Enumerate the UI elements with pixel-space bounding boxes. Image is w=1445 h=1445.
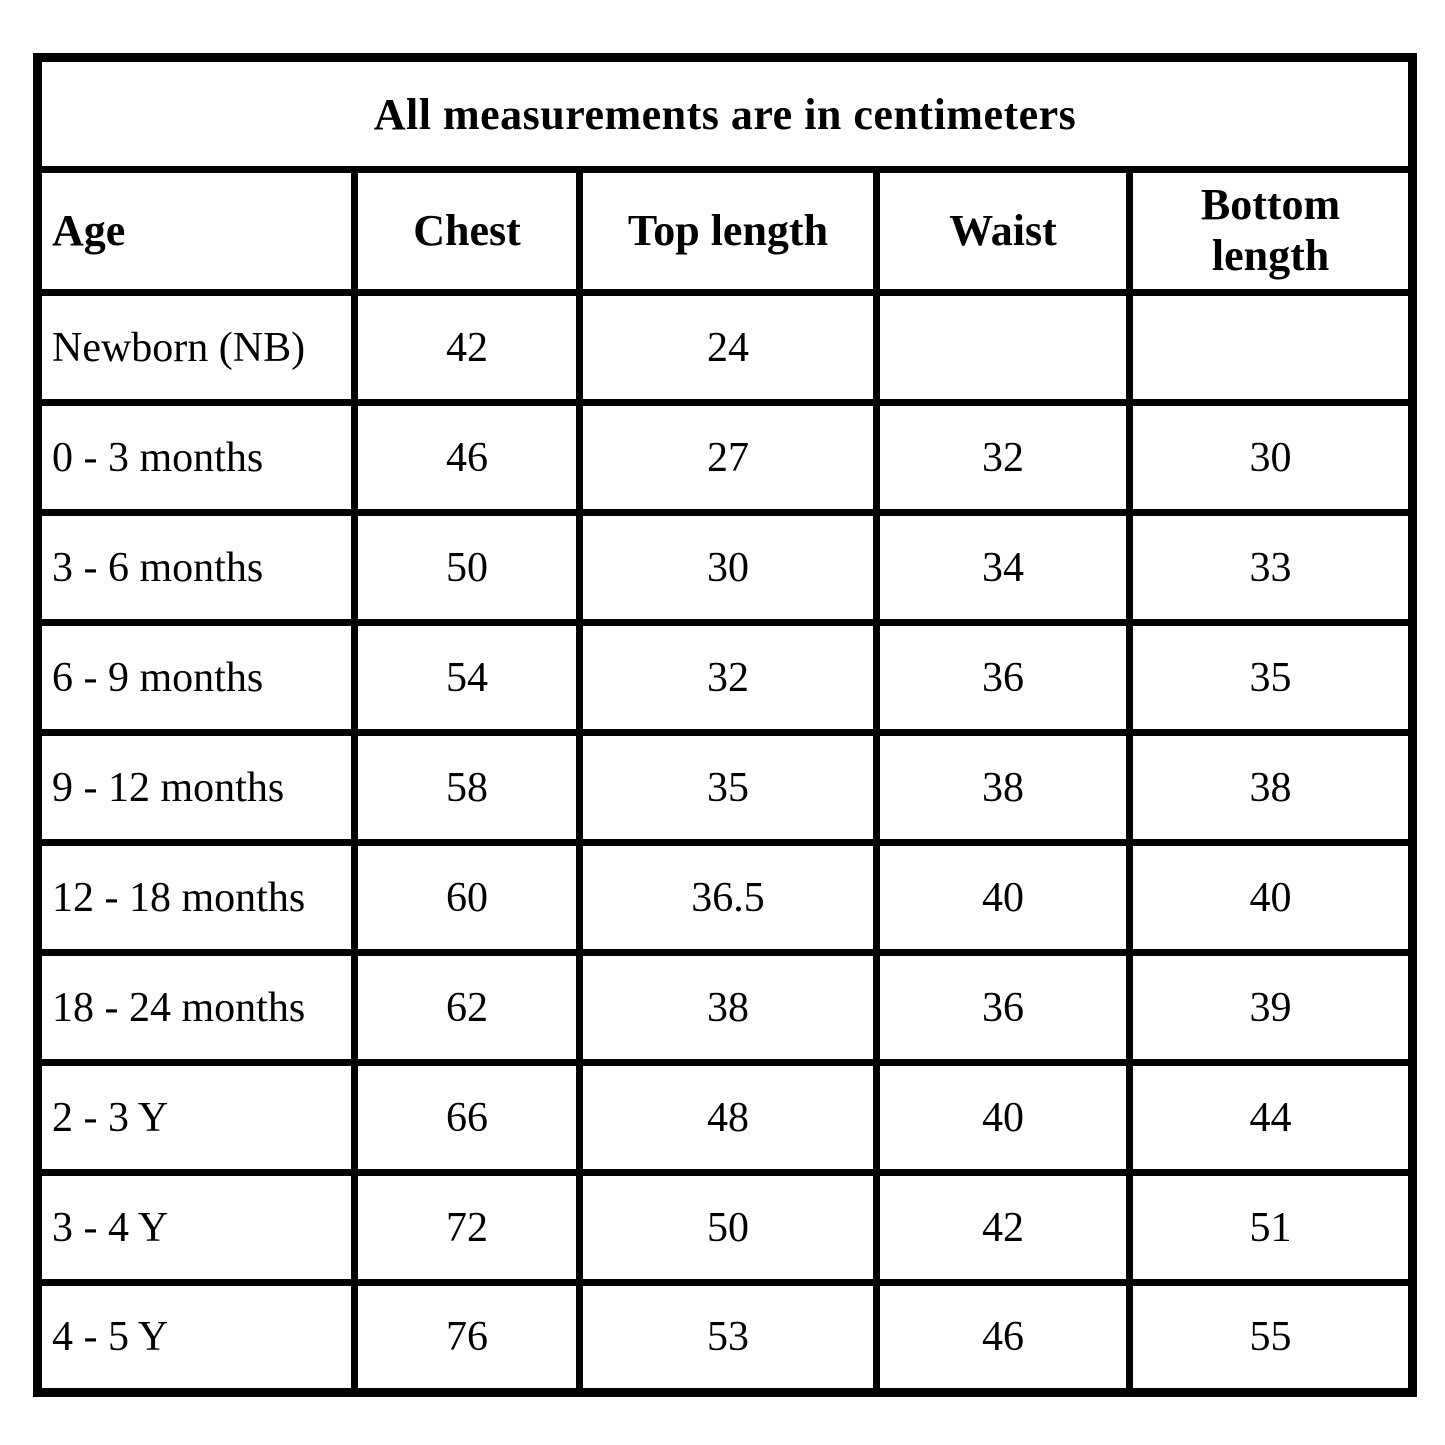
column-header-chest: Chest (351, 166, 583, 296)
size-chart-table: All measurements are in centimeters Age C… (33, 53, 1418, 1397)
size-chart-container: All measurements are in centimeters Age C… (33, 53, 1418, 1397)
top-length-value-cell: 35 (576, 729, 880, 846)
top-length-value-cell: 24 (576, 289, 880, 406)
table-header-row: Age Chest Top length Waist Bottom length (34, 166, 1417, 296)
chest-value-cell: 58 (351, 729, 583, 846)
waist-value-cell: 40 (873, 1059, 1133, 1176)
top-length-value-cell: 36.5 (576, 839, 880, 956)
table-row: 18 - 24 months 62 38 36 39 (34, 949, 1417, 1066)
column-header-bottom-length: Bottom length (1125, 166, 1417, 296)
table-row: 3 - 6 months 50 30 34 33 (34, 509, 1417, 626)
age-cell: 18 - 24 months (34, 949, 358, 1066)
chest-value-cell: 46 (351, 399, 583, 516)
table-row: 3 - 4 Y 72 50 42 51 (34, 1169, 1417, 1286)
table-title: All measurements are in centimeters (33, 54, 1417, 173)
age-cell: 3 - 6 months (34, 509, 358, 626)
waist-value-cell: 34 (873, 509, 1133, 626)
chest-value-cell: 42 (351, 289, 583, 406)
column-header-top-length: Top length (576, 166, 880, 296)
top-length-value-cell: 30 (576, 509, 880, 626)
bottom-length-value-cell: 39 (1125, 949, 1417, 1066)
age-cell: 0 - 3 months (34, 399, 358, 516)
waist-value-cell: 36 (873, 619, 1133, 736)
waist-value-cell: 36 (873, 949, 1133, 1066)
chest-value-cell: 50 (351, 509, 583, 626)
chest-value-cell: 72 (351, 1169, 583, 1286)
age-cell: 4 - 5 Y (34, 1279, 358, 1396)
bottom-length-value-cell: 40 (1125, 839, 1417, 956)
bottom-length-value-cell: 51 (1125, 1169, 1417, 1286)
bottom-length-value-cell: 33 (1125, 509, 1417, 626)
age-cell: 12 - 18 months (34, 839, 358, 956)
waist-value-cell: 38 (873, 729, 1133, 846)
table-row: 6 - 9 months 54 32 36 35 (34, 619, 1417, 736)
waist-value-cell: 46 (873, 1279, 1133, 1396)
bottom-length-value-cell: 38 (1125, 729, 1417, 846)
table-row: 12 - 18 months 60 36.5 40 40 (34, 839, 1417, 956)
table-row: Newborn (NB) 42 24 (34, 289, 1417, 406)
bottom-length-value-cell (1125, 289, 1417, 406)
column-header-age: Age (34, 166, 358, 296)
age-cell: 3 - 4 Y (34, 1169, 358, 1286)
column-header-waist: Waist (873, 166, 1133, 296)
top-length-value-cell: 27 (576, 399, 880, 516)
table-title-row: All measurements are in centimeters (33, 54, 1417, 173)
top-length-value-cell: 48 (576, 1059, 880, 1176)
top-length-value-cell: 53 (576, 1279, 880, 1396)
bottom-length-value-cell: 30 (1125, 399, 1417, 516)
age-cell: 9 - 12 months (34, 729, 358, 846)
table-row: 0 - 3 months 46 27 32 30 (34, 399, 1417, 516)
chest-value-cell: 76 (351, 1279, 583, 1396)
top-length-value-cell: 38 (576, 949, 880, 1066)
table-row: 4 - 5 Y 76 53 46 55 (34, 1279, 1417, 1396)
chest-value-cell: 66 (351, 1059, 583, 1176)
waist-value-cell: 40 (873, 839, 1133, 956)
bottom-length-value-cell: 55 (1125, 1279, 1417, 1396)
column-header-label: Bottom length (1200, 180, 1341, 280)
chest-value-cell: 62 (351, 949, 583, 1066)
table-row: 2 - 3 Y 66 48 40 44 (34, 1059, 1417, 1176)
waist-value-cell: 42 (873, 1169, 1133, 1286)
chest-value-cell: 60 (351, 839, 583, 956)
age-cell: 6 - 9 months (34, 619, 358, 736)
age-cell: 2 - 3 Y (34, 1059, 358, 1176)
bottom-length-value-cell: 35 (1125, 619, 1417, 736)
age-cell: Newborn (NB) (34, 289, 358, 406)
top-length-value-cell: 32 (576, 619, 880, 736)
top-length-value-cell: 50 (576, 1169, 880, 1286)
waist-value-cell (873, 289, 1133, 406)
bottom-length-value-cell: 44 (1125, 1059, 1417, 1176)
table-row: 9 - 12 months 58 35 38 38 (34, 729, 1417, 846)
chest-value-cell: 54 (351, 619, 583, 736)
waist-value-cell: 32 (873, 399, 1133, 516)
